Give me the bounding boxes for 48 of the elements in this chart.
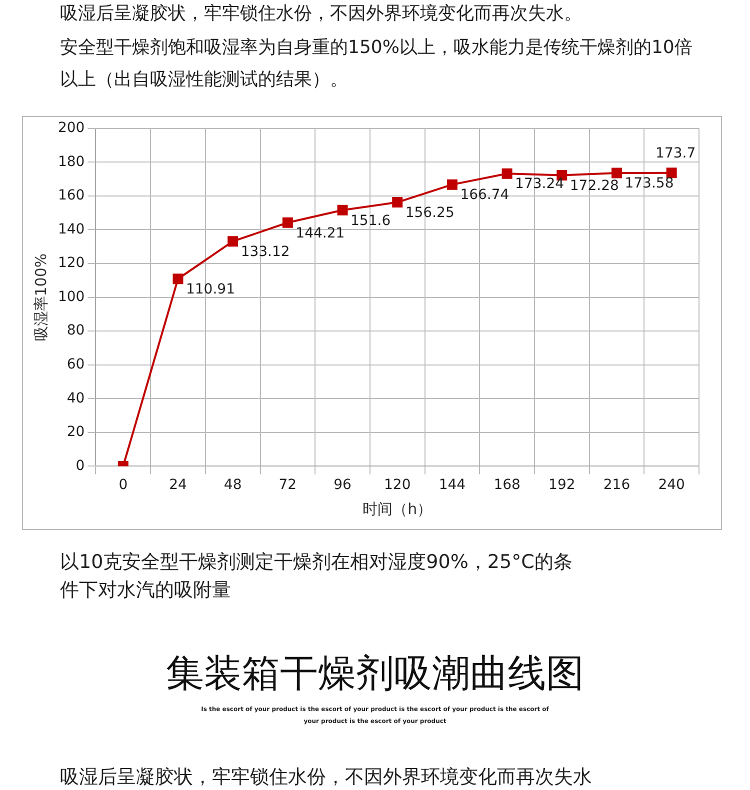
point <box>502 168 512 179</box>
data-label: 172.28 <box>570 178 619 194</box>
data-label: 173.58 <box>624 176 674 192</box>
point <box>282 217 293 228</box>
y-tick-label: 120 <box>58 255 85 272</box>
x-tick-label: 24 <box>169 477 187 494</box>
y-tick-label: 100 <box>58 288 85 305</box>
x-tick-label: 168 <box>494 477 520 494</box>
data-label: 173.7 <box>656 145 696 162</box>
text: 安全型干燥剂饱和吸湿率为自身重的150%以上，吸水能力是传统干燥剂的10倍以上（出自吸湿性能测试的结果）。 <box>60 36 694 92</box>
text: 吸湿后呈凝胶状，牢牢锁住水份，不因外界环境变化而再次失水 <box>60 765 593 790</box>
y-tick-label: 60 <box>66 356 85 372</box>
y-tick-label: 20 <box>66 424 85 440</box>
data-label: 173.24 <box>515 176 564 192</box>
x-tick-label: 240 <box>658 477 685 494</box>
data-label: 151.6 <box>350 212 391 229</box>
data-label: 166.74 <box>460 187 510 204</box>
y-axis-title: 吸湿率100% <box>32 253 50 342</box>
y-tick-label: 40 <box>66 390 85 406</box>
point <box>666 168 677 178</box>
data-label: 110.91 <box>186 282 235 298</box>
x-tick-label: 96 <box>334 477 352 494</box>
text: 吸湿后呈凝胶状，牢牢锁住水份，不因外界环境变化而再次失水。 <box>60 2 583 26</box>
y-tick-label: 160 <box>58 188 85 204</box>
y-tick-label: 200 <box>58 120 85 136</box>
data-label: 133.12 <box>240 244 290 260</box>
y-tick-label: 0 <box>76 458 85 474</box>
point <box>446 179 458 190</box>
y-tick-label: 140 <box>58 221 85 238</box>
x-tick-label: 48 <box>224 477 242 494</box>
y-tick-label: 180 <box>58 154 85 170</box>
y-tick-label: 80 <box>66 322 85 339</box>
x-tick-label: 192 <box>548 477 576 494</box>
x-tick-label: 0 <box>118 477 128 494</box>
x-tick-label: 120 <box>384 477 411 494</box>
text: 以10克安全型干燥剂测定干燥剂在相对湿度90%，25°C的条件下对水汽的吸附量 <box>60 550 574 603</box>
x-tick-label: 144 <box>438 477 466 494</box>
point <box>337 204 348 216</box>
x-tick-label: 72 <box>278 477 297 494</box>
point <box>172 274 184 284</box>
data-label: 144.21 <box>296 225 345 242</box>
point <box>228 236 238 247</box>
point <box>392 197 403 208</box>
x-axis-title: 时间（h） <box>362 500 432 518</box>
text: 集装箱干燥剂吸潮曲线图 <box>165 650 585 697</box>
x-tick-label: 216 <box>603 477 630 494</box>
point <box>611 168 622 178</box>
data-label: 156.25 <box>405 204 454 221</box>
